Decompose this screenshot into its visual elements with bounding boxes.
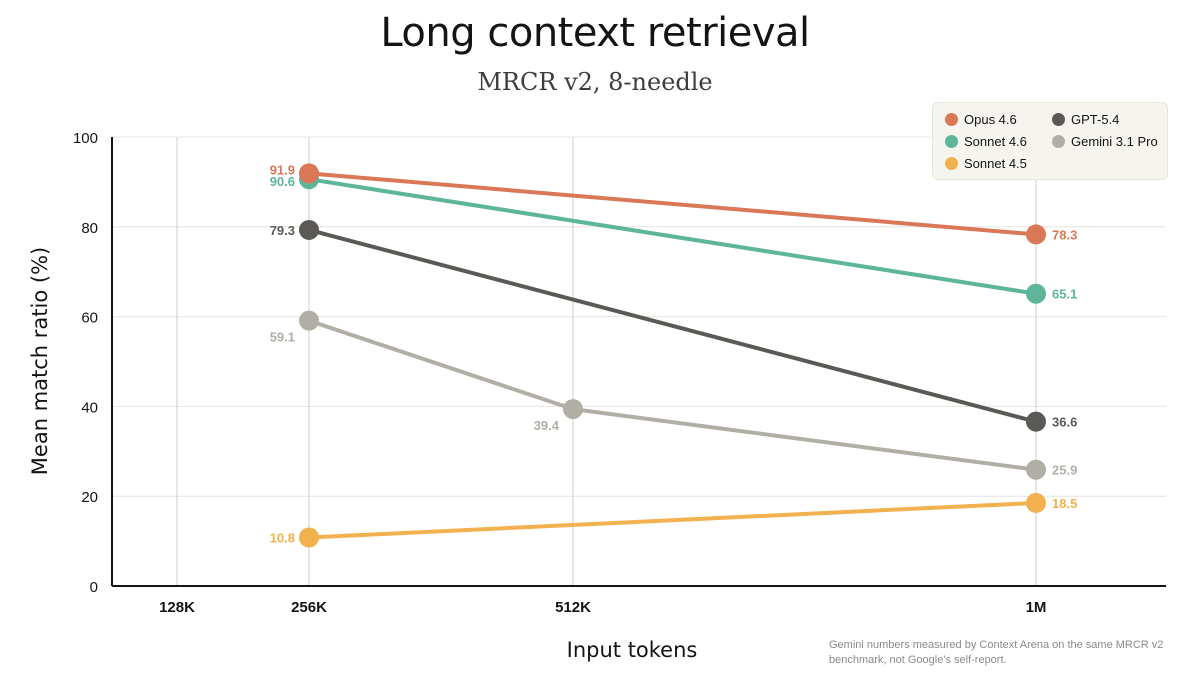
series-line xyxy=(307,500,1038,540)
y-tick-label: 0 xyxy=(90,579,98,596)
data-label: 10.8 xyxy=(270,531,295,546)
x-tick-label: 128K xyxy=(159,599,195,616)
data-point xyxy=(1026,224,1046,245)
legend-item-gpt-5-4: GPT-5.4 xyxy=(1052,112,1119,127)
data-point xyxy=(1026,492,1046,513)
legend-swatch xyxy=(945,135,958,148)
legend-label: Opus 4.6 xyxy=(964,112,1017,127)
data-label: 36.6 xyxy=(1052,415,1077,430)
series-line xyxy=(307,171,1038,237)
data-point xyxy=(299,219,319,240)
chart-subtitle: MRCR v2, 8-needle xyxy=(477,68,713,96)
x-tick-label: 1M xyxy=(1026,599,1047,616)
data-point xyxy=(299,527,319,548)
data-label: 79.3 xyxy=(270,223,295,238)
chart-title: Long context retrieval xyxy=(380,10,810,56)
data-label: 65.1 xyxy=(1052,287,1077,302)
data-point xyxy=(1026,459,1046,480)
legend-item-sonnet-4-5: Sonnet 4.5 xyxy=(945,156,1027,171)
x-axis-label: Input tokens xyxy=(567,638,698,662)
legend-item-sonnet-4-6: Sonnet 4.6 xyxy=(945,134,1027,149)
legend-label: Sonnet 4.5 xyxy=(964,156,1027,171)
y-tick-label: 80 xyxy=(81,220,98,237)
data-label: 59.1 xyxy=(270,330,295,345)
legend-label: GPT-5.4 xyxy=(1071,112,1120,127)
data-label: 91.9 xyxy=(270,162,295,177)
data-point xyxy=(563,399,583,420)
legend-swatch xyxy=(945,157,958,170)
legend-swatch xyxy=(1052,113,1065,126)
chart-legend: Opus 4.6 Sonnet 4.6 Sonnet 4.5 GPT-5.4 G… xyxy=(932,102,1168,180)
y-tick-label: 40 xyxy=(81,399,98,416)
data-label: 18.5 xyxy=(1052,496,1077,511)
series-line xyxy=(307,318,1038,472)
chart-footnote: Gemini numbers measured by Context Arena… xyxy=(829,639,1164,666)
legend-swatch xyxy=(1052,135,1065,148)
data-point xyxy=(299,163,319,184)
data-label: 39.4 xyxy=(534,418,560,433)
data-point xyxy=(1026,283,1046,304)
legend-label: Gemini 3.1 Pro xyxy=(1071,134,1158,149)
legend-item-opus-4-6: Opus 4.6 xyxy=(945,112,1017,127)
legend-label: Sonnet 4.6 xyxy=(964,134,1027,149)
y-tick-label: 100 xyxy=(73,130,98,147)
data-point xyxy=(1026,411,1046,432)
series-line xyxy=(307,177,1038,296)
data-label: 78.3 xyxy=(1052,227,1077,242)
data-label: 25.9 xyxy=(1052,463,1077,478)
y-axis-label: Mean match ratio (%) xyxy=(28,247,52,475)
x-tick-label: 256K xyxy=(291,599,327,616)
legend-swatch xyxy=(945,113,958,126)
series-line xyxy=(307,227,1038,424)
y-tick-label: 60 xyxy=(81,310,98,327)
data-point xyxy=(299,310,319,331)
y-tick-label: 20 xyxy=(81,489,98,506)
data-label: 90.6 xyxy=(270,174,295,189)
x-tick-label: 512K xyxy=(555,599,591,616)
legend-item-gemini-3-1-pro: Gemini 3.1 Pro xyxy=(1052,134,1158,149)
